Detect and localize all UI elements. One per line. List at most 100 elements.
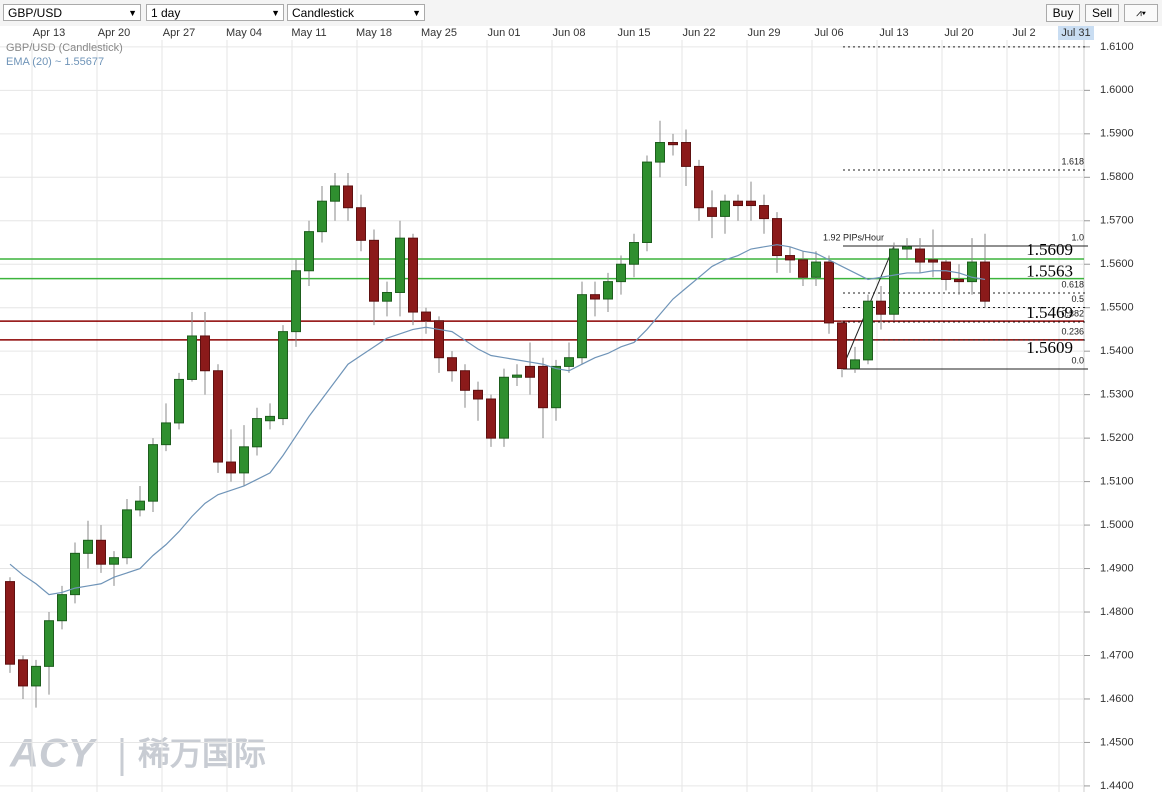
candle-body: [434, 320, 444, 359]
candle-body: [31, 665, 41, 687]
level-label: 1.5563: [1026, 261, 1073, 280]
level-label: 1.5609: [1026, 338, 1073, 357]
candle-body: [902, 246, 912, 250]
candle-body: [18, 659, 28, 687]
legend-ema: EMA (20) ~ 1.55677: [6, 56, 104, 68]
chart-style: Candlestick: [292, 6, 355, 20]
candle-body: [5, 581, 15, 665]
candle-body: [954, 278, 964, 283]
candle-body: [473, 389, 483, 400]
x-tick-label: Apr 20: [98, 27, 130, 39]
candle-body: [213, 370, 223, 463]
candle-body: [720, 200, 730, 217]
candle-body: [187, 335, 197, 380]
x-tick-label: May 04: [226, 27, 262, 39]
x-tick-label: Apr 13: [33, 27, 65, 39]
fib-label: 0.0: [1071, 355, 1084, 365]
candle-body: [278, 331, 288, 420]
candle-body: [772, 218, 782, 257]
y-tick-label: 1.4700: [1100, 649, 1134, 661]
fib-label: 1.0: [1071, 232, 1084, 242]
candle-body: [694, 165, 704, 209]
x-tick-label: Jun 08: [552, 27, 585, 39]
ema-line: [9, 244, 986, 596]
candle-body: [135, 500, 145, 511]
candle-body: [70, 552, 80, 596]
candle-body: [538, 365, 548, 409]
y-tick-label: 1.5700: [1100, 215, 1134, 227]
y-tick-label: 1.5200: [1100, 432, 1134, 444]
x-tick-label: May 25: [421, 27, 457, 39]
candle-body: [447, 357, 457, 372]
x-tick-label: May 11: [291, 27, 326, 39]
fib-note: 1.92 PIPs/Hour: [823, 232, 884, 242]
candle-body: [707, 207, 717, 217]
y-tick-label: 1.5900: [1100, 128, 1134, 140]
toolbar: GBP/USD ▼ 1 day ▼ Candlestick ▼ Buy Sell ⩘▾: [0, 0, 1162, 27]
watermark: ACY: [9, 732, 98, 776]
x-label-highlight: [1058, 26, 1094, 40]
interval-select[interactable]: 1 day ▼: [146, 4, 284, 21]
candle-body: [200, 335, 210, 372]
axis-bg: [1088, 26, 1162, 792]
x-tick-label: Jul 31: [1061, 27, 1090, 39]
buy-button[interactable]: Buy: [1046, 4, 1080, 22]
candle-body: [174, 378, 184, 424]
candle-body: [616, 263, 626, 283]
y-tick-label: 1.4900: [1100, 562, 1134, 574]
candle-body: [460, 370, 470, 391]
grid: [0, 26, 1084, 792]
y-tick-label: 1.5600: [1100, 258, 1134, 270]
y-tick-label: 1.5100: [1100, 476, 1134, 488]
candle-body: [746, 200, 756, 207]
candle-body: [291, 270, 301, 333]
candle-body: [343, 185, 353, 209]
candle-body: [512, 374, 522, 378]
candle-body: [876, 300, 886, 315]
sell-button[interactable]: Sell: [1085, 4, 1119, 22]
candle-body: [395, 237, 405, 293]
candle-body: [161, 422, 171, 446]
candle-body: [928, 259, 938, 263]
candle-body: [980, 261, 990, 302]
y-tick-label: 1.5300: [1100, 389, 1134, 401]
candle-body: [551, 365, 561, 409]
candle-body: [863, 300, 873, 361]
y-tick-label: 1.5800: [1100, 171, 1134, 183]
level-label: 1.5469: [1026, 303, 1073, 322]
y-tick-label: 1.4600: [1100, 693, 1134, 705]
fib-label: 0.236: [1061, 326, 1084, 336]
x-tick-label: Jun 15: [617, 27, 650, 39]
level-label: 1.5609: [1026, 240, 1073, 259]
fib-label: 0.382: [1061, 308, 1084, 318]
candle-body: [122, 509, 132, 559]
candle-body: [304, 231, 314, 272]
watermark-cn: 稀万国际: [138, 735, 266, 771]
tools-button[interactable]: ⩘▾: [1124, 4, 1158, 22]
candle-body: [148, 444, 158, 502]
fib-label: 0.618: [1061, 279, 1084, 289]
x-tick-label: Jun 01: [487, 27, 520, 39]
candle-body: [382, 291, 392, 302]
x-tick-label: May 18: [356, 27, 392, 39]
x-tick-label: Jul 13: [879, 27, 908, 39]
legend-main: GBP/USD (Candlestick): [6, 42, 123, 54]
candle-body: [811, 261, 821, 278]
candle-body: [57, 594, 67, 622]
candle-body: [590, 294, 600, 300]
candle-body: [252, 418, 262, 448]
style-select[interactable]: Candlestick ▼: [287, 4, 425, 21]
candle-body: [408, 237, 418, 313]
candle-body: [83, 539, 93, 554]
x-tick-label: Jun 22: [682, 27, 715, 39]
candle-body: [330, 185, 340, 202]
y-tick-label: 1.6100: [1100, 41, 1134, 53]
symbol-select[interactable]: GBP/USD ▼: [3, 4, 141, 21]
candle-body: [577, 294, 587, 359]
candle-body: [44, 620, 54, 667]
candle-body: [889, 248, 899, 315]
y-tick-label: 1.5500: [1100, 302, 1134, 314]
fib-label: 0.5: [1071, 294, 1084, 304]
candle-body: [356, 207, 366, 241]
candle-body: [681, 142, 691, 167]
